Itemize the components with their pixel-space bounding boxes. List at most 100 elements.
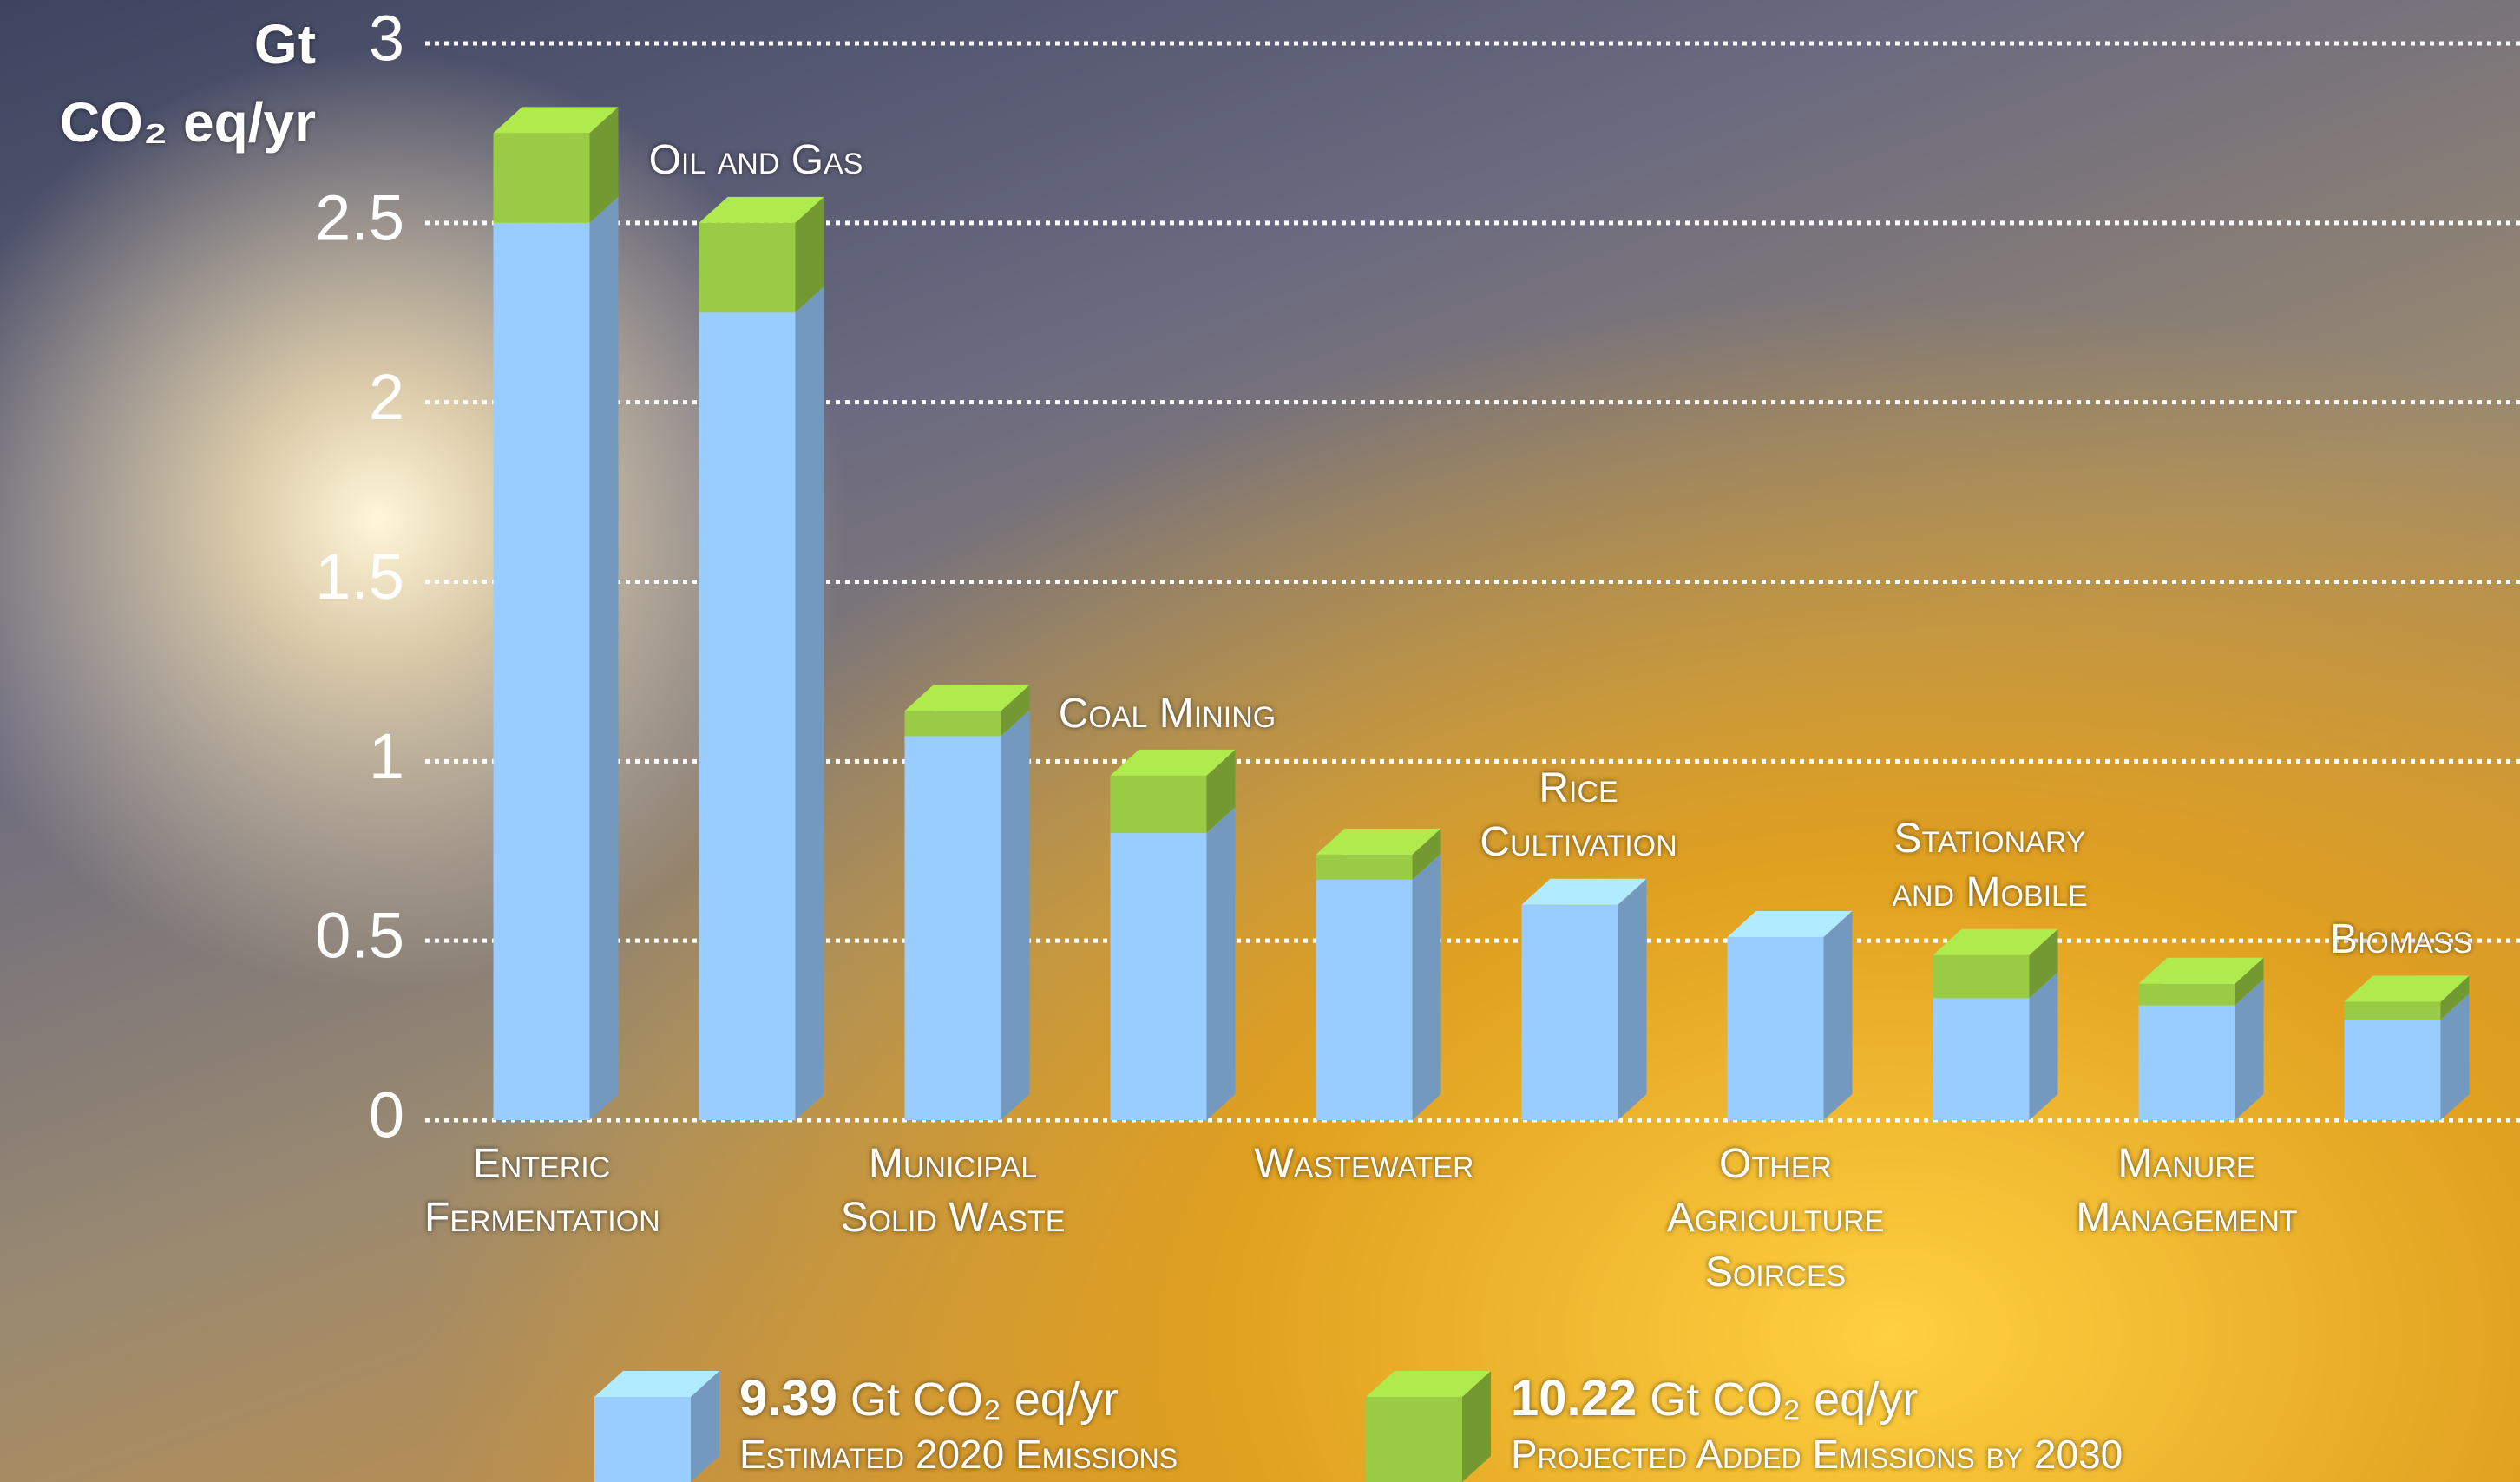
bar-front — [1521, 904, 1618, 1120]
bar-segment — [1727, 911, 1853, 1120]
y-tick-label: 0.5 — [315, 900, 404, 972]
bar-front — [2138, 1005, 2235, 1120]
bar-segment — [493, 196, 619, 1120]
bar-segment — [1316, 853, 1441, 1120]
bar-front — [904, 736, 1001, 1120]
bar-front — [699, 222, 796, 313]
legend-unit: Gt CO₂ eq/yr — [1650, 1374, 1919, 1426]
bar-front — [2138, 983, 2235, 1006]
bar-side — [1412, 828, 1441, 880]
bar-top — [493, 107, 619, 134]
bar-front — [1933, 954, 2030, 999]
swatch-side — [1462, 1371, 1491, 1482]
x-tick-label: Municipal Solid Waste — [840, 1141, 1066, 1242]
bar-side — [589, 107, 619, 223]
bar-top — [1727, 911, 1853, 938]
x-tick-label: Wastewater — [1254, 1141, 1474, 1187]
bar-segment — [904, 685, 1030, 737]
legend-entry: 9.39 Gt CO₂ eq/yr Estimated 2020 Emission… — [739, 1369, 1178, 1478]
legend-entry: 10.22 Gt CO₂ eq/yr Projected Added Emissi… — [1511, 1369, 2123, 1478]
x-tick-label: Stationary and Mobile — [1892, 815, 2088, 916]
bar-front — [2344, 1001, 2441, 1020]
bar-side — [2235, 979, 2264, 1120]
legend-total: 9.39 — [739, 1370, 837, 1426]
bar-side — [1412, 853, 1441, 1120]
y-tick-label: 2 — [369, 361, 404, 433]
swatch-top — [1366, 1371, 1491, 1397]
bar-side — [1206, 807, 1236, 1120]
bar-front — [904, 711, 1001, 737]
bar-top — [904, 685, 1030, 711]
bar-side — [795, 286, 824, 1120]
x-tick-label: Oil and Gas — [648, 137, 863, 184]
bar-side — [2235, 957, 2264, 1006]
bar-top — [1316, 828, 1441, 855]
bar-top — [2138, 957, 2264, 984]
bar-side — [1001, 710, 1030, 1120]
bar-front — [1110, 775, 1207, 834]
swatch-top — [594, 1371, 719, 1397]
bar-side — [2440, 993, 2470, 1120]
swatch-side — [691, 1371, 719, 1482]
bar-front — [1316, 879, 1413, 1120]
bar-side — [2440, 975, 2470, 1020]
bar-side — [589, 196, 619, 1120]
swatch-front — [1366, 1397, 1462, 1482]
legend-unit: Gt CO₂ eq/yr — [850, 1374, 1119, 1426]
y-axis-label: Gt — [253, 13, 316, 75]
x-tick-label: Other Agriculture Soirces — [1666, 1141, 1885, 1295]
x-tick-label: Enteric Fermentation — [424, 1141, 660, 1242]
bar-segment — [1933, 928, 2058, 999]
bar-side — [1206, 749, 1236, 834]
bar-segment — [493, 107, 619, 223]
bar-side — [1618, 878, 1647, 1120]
x-tick-label: Biomass — [2329, 916, 2473, 963]
y-tick-label: 1 — [369, 720, 404, 792]
bar-front — [493, 222, 590, 1120]
legend-label: Estimated 2020 Emissions — [739, 1432, 1178, 1477]
bar-side — [1823, 911, 1853, 1120]
y-tick-label: 3 — [369, 3, 404, 75]
bar-top — [2344, 975, 2470, 1002]
bar-top — [699, 196, 824, 223]
y-tick-label: 1.5 — [315, 541, 404, 613]
bar-front — [1316, 854, 1413, 880]
bar-segment — [1110, 807, 1236, 1120]
bar-side — [2029, 972, 2058, 1120]
legend-total-line: 9.39 Gt CO₂ eq/yr — [739, 1369, 1178, 1427]
bar-side — [2029, 928, 2058, 999]
bar-segment — [699, 196, 824, 313]
bar-front — [2344, 1020, 2441, 1120]
bar-segment — [1110, 749, 1236, 834]
y-tick-label: 0 — [369, 1079, 404, 1151]
legend-total: 10.22 — [1511, 1370, 1637, 1426]
bar-front — [699, 312, 796, 1120]
x-tick-label: Rice Cultivation — [1480, 765, 1677, 866]
bar-top — [1933, 928, 2058, 955]
legend-total-line: 10.22 Gt CO₂ eq/yr — [1511, 1369, 2123, 1427]
bar-segment — [1316, 828, 1441, 880]
y-axis-label: CO₂ eq/yr — [59, 91, 316, 154]
bar-front — [1727, 937, 1824, 1120]
y-tick-label: 2.5 — [315, 181, 404, 253]
bar-front — [493, 133, 590, 223]
bar-front — [1110, 833, 1207, 1120]
bar-top — [1110, 749, 1236, 776]
bar-segment — [699, 286, 824, 1120]
bar-segment — [2138, 957, 2264, 1006]
bar-front — [1933, 998, 2030, 1120]
bar-segment — [904, 710, 1030, 1120]
bar-side — [795, 196, 824, 313]
x-tick-label: Manure Management — [2076, 1141, 2298, 1242]
legend-swatch — [1366, 1371, 1491, 1482]
bar-side — [1001, 685, 1030, 737]
legend-label: Projected Added Emissions by 2030 — [1511, 1432, 2123, 1477]
bar-top — [1521, 878, 1647, 905]
bar-segment — [2344, 975, 2470, 1020]
bar-segment — [1521, 878, 1647, 1120]
legend-swatch — [594, 1371, 719, 1482]
swatch-front — [594, 1397, 691, 1482]
x-tick-label: Coal Mining — [1058, 690, 1276, 737]
